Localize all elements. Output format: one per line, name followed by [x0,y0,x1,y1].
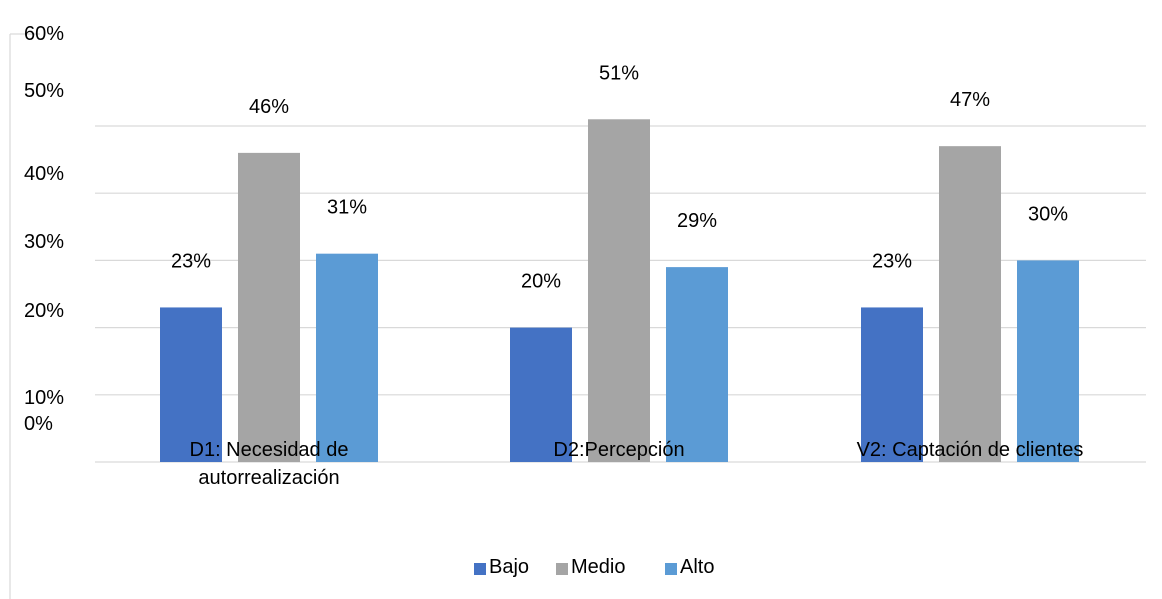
category-label-line: V2: Captación de clientes [857,439,1084,461]
category-label-line: autorrealización [198,467,339,489]
bar-alto [1017,260,1079,462]
y-tick-label: 10% [24,387,64,409]
y-tick-label: 0% [24,413,53,435]
bar-medio [588,119,650,462]
legend: Bajo Medio Alto [474,556,714,578]
legend-label-bajo: Bajo [489,556,529,578]
y-tick-label: 50% [24,80,64,102]
bar-alto [666,267,728,462]
bar-medio [939,146,1001,462]
data-label: 46% [249,96,289,118]
category-label-line: D2:Percepción [553,439,684,461]
category-label: V2: Captación de clientes [857,439,1084,461]
y-tick-label: 40% [24,163,64,185]
data-label: 23% [171,250,211,272]
data-label: 29% [677,210,717,232]
data-label: 20% [521,271,561,293]
category-labels: D1: Necesidad de autorrealización D2:Perce… [190,439,1084,489]
data-label: 51% [599,62,639,84]
legend-swatch-bajo [474,563,486,575]
category-label-line: D1: Necesidad de [190,439,349,461]
y-tick-label: 20% [24,300,64,322]
bar-bajo [861,307,923,462]
bar-bajo [510,327,572,462]
category-label: D1: Necesidad de autorrealización [190,439,349,489]
data-label: 47% [950,89,990,111]
data-label: 23% [872,250,912,272]
legend-label-alto: Alto [680,556,714,578]
bars [160,119,1079,462]
bar-bajo [160,307,222,462]
bar-alto [316,253,378,462]
legend-swatch-alto [665,563,677,575]
category-label: D2:Percepción [553,439,684,461]
legend-swatch-medio [556,563,568,575]
y-tick-label: 30% [24,231,64,253]
data-label: 30% [1028,203,1068,225]
legend-label-medio: Medio [571,556,625,578]
data-label: 31% [327,197,367,219]
y-axis-ticks: 60% 50% 40% 30% 20% 10% 0% [24,23,64,435]
chart-frame [9,33,40,599]
data-labels: 23% 20% 23% 46% 51% 47% 31% 29% 30% [171,62,1068,292]
bar-medio [238,152,300,462]
y-tick-label: 60% [24,23,64,45]
